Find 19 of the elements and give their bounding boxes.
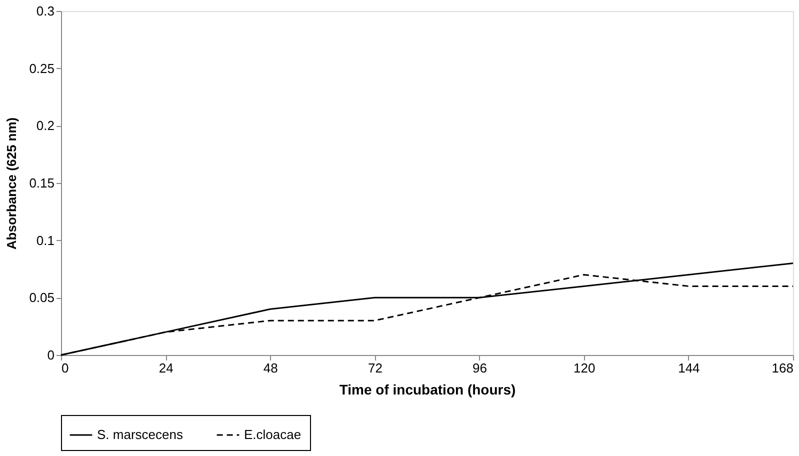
x-tick-label: 0 xyxy=(62,360,69,376)
x-tick-label: 144 xyxy=(678,360,700,376)
y-tick-label: 0 xyxy=(47,348,54,362)
y-tick-label: 0.1 xyxy=(36,232,54,248)
x-tick-label: 72 xyxy=(368,360,382,376)
x-tick-label: 168 xyxy=(772,360,794,376)
x-tick-label: 48 xyxy=(263,360,278,376)
y-tick-label: 0.2 xyxy=(36,118,54,134)
x-tick-label: 120 xyxy=(574,360,596,376)
y-tick-label: 0.05 xyxy=(29,290,54,306)
x-tick-label: 96 xyxy=(472,360,488,376)
y-tick-label: 0.15 xyxy=(29,176,54,190)
legend-label: S. marscecens xyxy=(97,427,184,442)
x-tick-label: 24 xyxy=(158,360,174,376)
y-axis-title: Absorbance (625 nm) xyxy=(4,117,20,250)
y-tick-label: 0.3 xyxy=(36,4,54,18)
y-tick-label: 0.25 xyxy=(29,60,54,76)
x-axis-title: Time of incubation (hours) xyxy=(339,382,516,398)
legend-label: E.cloacae xyxy=(244,427,302,442)
